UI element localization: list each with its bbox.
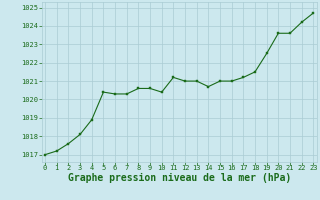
X-axis label: Graphe pression niveau de la mer (hPa): Graphe pression niveau de la mer (hPa): [68, 173, 291, 183]
